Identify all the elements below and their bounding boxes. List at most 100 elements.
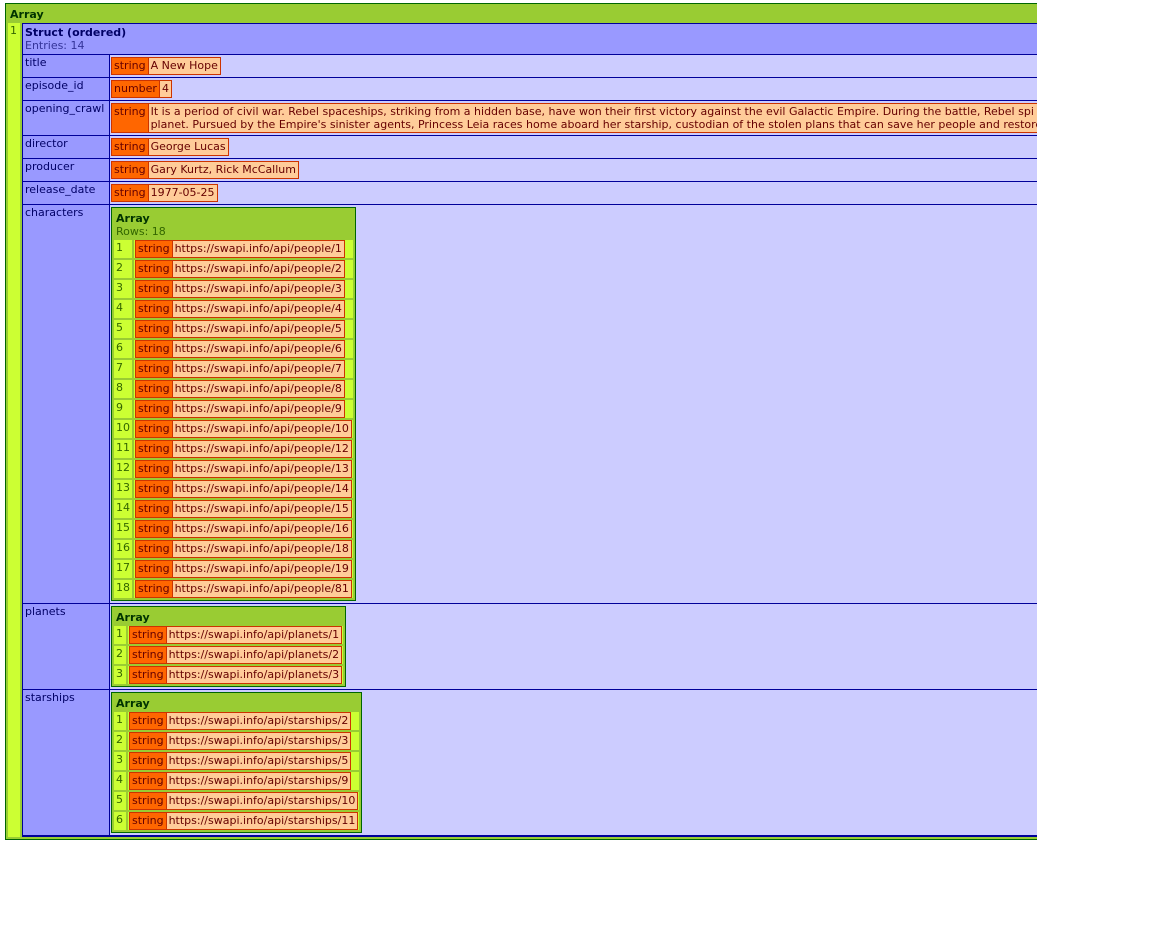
type-badge[interactable]: string bbox=[129, 732, 167, 750]
array-row: 3 string https://swapi.info/api/people/3 bbox=[114, 280, 353, 298]
row-index[interactable]: 5 bbox=[114, 792, 126, 810]
url-value: https://swapi.info/api/people/13 bbox=[172, 460, 352, 478]
type-badge[interactable]: string bbox=[135, 340, 173, 358]
row-index[interactable]: 4 bbox=[114, 772, 126, 790]
starships-array-label: Array bbox=[116, 697, 150, 710]
type-badge[interactable]: string bbox=[111, 57, 149, 75]
array-row: 4 string https://swapi.info/api/people/4 bbox=[114, 300, 353, 318]
type-badge[interactable]: string bbox=[111, 184, 149, 202]
array-row: 5 string https://swapi.info/api/starships/… bbox=[114, 792, 360, 810]
root-array-header[interactable]: Array bbox=[8, 6, 1037, 21]
type-badge[interactable]: string bbox=[135, 560, 173, 578]
row-index[interactable]: 3 bbox=[114, 752, 126, 770]
type-badge[interactable]: string bbox=[135, 480, 173, 498]
array-row: 3 string https://swapi.info/api/starships/… bbox=[114, 752, 360, 770]
type-badge[interactable]: string bbox=[135, 280, 173, 298]
type-badge[interactable]: string bbox=[135, 240, 173, 258]
row-index[interactable]: 17 bbox=[114, 560, 132, 578]
type-badge[interactable]: string bbox=[135, 260, 173, 278]
type-badge[interactable]: string bbox=[135, 500, 173, 518]
row-index[interactable]: 1 bbox=[114, 712, 126, 730]
url-value: https://swapi.info/api/people/1 bbox=[172, 240, 345, 258]
row-index[interactable]: 3 bbox=[114, 666, 126, 684]
string-value: string https://swapi.info/api/starships/1… bbox=[129, 812, 359, 830]
type-badge[interactable]: string bbox=[135, 580, 173, 598]
row-index[interactable]: 4 bbox=[114, 300, 132, 318]
type-badge[interactable]: string bbox=[135, 380, 173, 398]
array-row: 7 string https://swapi.info/api/people/7 bbox=[114, 360, 353, 378]
array-row: 10 string https://swapi.info/api/people/10 bbox=[114, 420, 353, 438]
root-array-index[interactable]: 1 bbox=[8, 23, 20, 837]
row-index[interactable]: 12 bbox=[114, 460, 132, 478]
type-badge[interactable]: string bbox=[111, 138, 149, 156]
row-index[interactable]: 16 bbox=[114, 540, 132, 558]
type-badge[interactable]: string bbox=[129, 666, 167, 684]
key-episode-id[interactable]: episode_id bbox=[23, 78, 110, 101]
type-badge[interactable]: string bbox=[129, 712, 167, 730]
string-value: string It is a period of civil war. Rebe… bbox=[111, 103, 1037, 133]
key-director[interactable]: director bbox=[23, 136, 110, 159]
struct-label: Struct (ordered) bbox=[25, 26, 127, 39]
row-index[interactable]: 18 bbox=[114, 580, 132, 598]
row-index[interactable]: 9 bbox=[114, 400, 132, 418]
row-index[interactable]: 15 bbox=[114, 520, 132, 538]
type-badge[interactable]: string bbox=[135, 520, 173, 538]
type-badge[interactable]: string bbox=[135, 300, 173, 318]
row-index[interactable]: 2 bbox=[114, 260, 132, 278]
dump-viewport[interactable]: Array 1 Struct (ordered) Entries: 14 tit… bbox=[5, 3, 1037, 947]
type-badge[interactable]: string bbox=[135, 400, 173, 418]
array-row: 13 string https://swapi.info/api/people/14 bbox=[114, 480, 353, 498]
type-badge[interactable]: string bbox=[135, 460, 173, 478]
row-index[interactable]: 2 bbox=[114, 732, 126, 750]
key-starships[interactable]: starships bbox=[23, 690, 110, 836]
type-badge[interactable]: string bbox=[135, 360, 173, 378]
string-value: string 1977-05-25 bbox=[111, 184, 218, 202]
row-index[interactable]: 3 bbox=[114, 280, 132, 298]
type-badge[interactable]: string bbox=[129, 772, 167, 790]
row-index[interactable]: 1 bbox=[114, 240, 132, 258]
type-badge[interactable]: string bbox=[135, 320, 173, 338]
struct-row-release-date: release_date string 1977-05-25 bbox=[23, 182, 1037, 205]
row-index[interactable]: 8 bbox=[114, 380, 132, 398]
struct-header[interactable]: Struct (ordered) Entries: 14 bbox=[23, 24, 1037, 55]
array-row: 1 string https://swapi.info/api/people/1 bbox=[114, 240, 353, 258]
string-value: string https://swapi.info/api/people/19 bbox=[135, 560, 352, 578]
type-badge[interactable]: string bbox=[129, 752, 167, 770]
row-index[interactable]: 11 bbox=[114, 440, 132, 458]
url-value: https://swapi.info/api/people/2 bbox=[172, 260, 345, 278]
key-planets[interactable]: planets bbox=[23, 604, 110, 690]
key-release-date[interactable]: release_date bbox=[23, 182, 110, 205]
key-opening-crawl[interactable]: opening_crawl bbox=[23, 101, 110, 136]
row-index[interactable]: 5 bbox=[114, 320, 132, 338]
type-badge[interactable]: string bbox=[135, 420, 173, 438]
key-characters[interactable]: characters bbox=[23, 205, 110, 604]
row-index[interactable]: 13 bbox=[114, 480, 132, 498]
struct-row-characters: characters Array Rows: 18 1 string https:/… bbox=[23, 205, 1037, 604]
type-badge[interactable]: string bbox=[135, 440, 173, 458]
type-badge[interactable]: number bbox=[111, 80, 160, 98]
type-badge[interactable]: string bbox=[129, 646, 167, 664]
type-badge[interactable]: string bbox=[135, 540, 173, 558]
row-index[interactable]: 6 bbox=[114, 340, 132, 358]
row-index[interactable]: 14 bbox=[114, 500, 132, 518]
row-index[interactable]: 6 bbox=[114, 812, 126, 830]
row-index[interactable]: 7 bbox=[114, 360, 132, 378]
type-badge[interactable]: string bbox=[111, 161, 149, 179]
type-badge[interactable]: string bbox=[111, 103, 149, 133]
planets-array-header[interactable]: Array bbox=[114, 609, 344, 624]
row-index[interactable]: 1 bbox=[114, 626, 126, 644]
type-badge[interactable]: string bbox=[129, 792, 167, 810]
type-badge[interactable]: string bbox=[129, 812, 167, 830]
row-index[interactable]: 2 bbox=[114, 646, 126, 664]
starships-array-header[interactable]: Array bbox=[114, 695, 360, 710]
url-value: https://swapi.info/api/starships/10 bbox=[166, 792, 358, 810]
string-value: string https://swapi.info/api/people/1 bbox=[135, 240, 345, 258]
row-index[interactable]: 10 bbox=[114, 420, 132, 438]
array-row: 16 string https://swapi.info/api/people/18 bbox=[114, 540, 353, 558]
key-title[interactable]: title bbox=[23, 55, 110, 78]
key-producer[interactable]: producer bbox=[23, 159, 110, 182]
type-badge[interactable]: string bbox=[129, 626, 167, 644]
characters-array-header[interactable]: Array Rows: 18 bbox=[114, 210, 353, 238]
array-row: 5 string https://swapi.info/api/people/5 bbox=[114, 320, 353, 338]
string-value: string https://swapi.info/api/planets/1 bbox=[129, 626, 343, 644]
